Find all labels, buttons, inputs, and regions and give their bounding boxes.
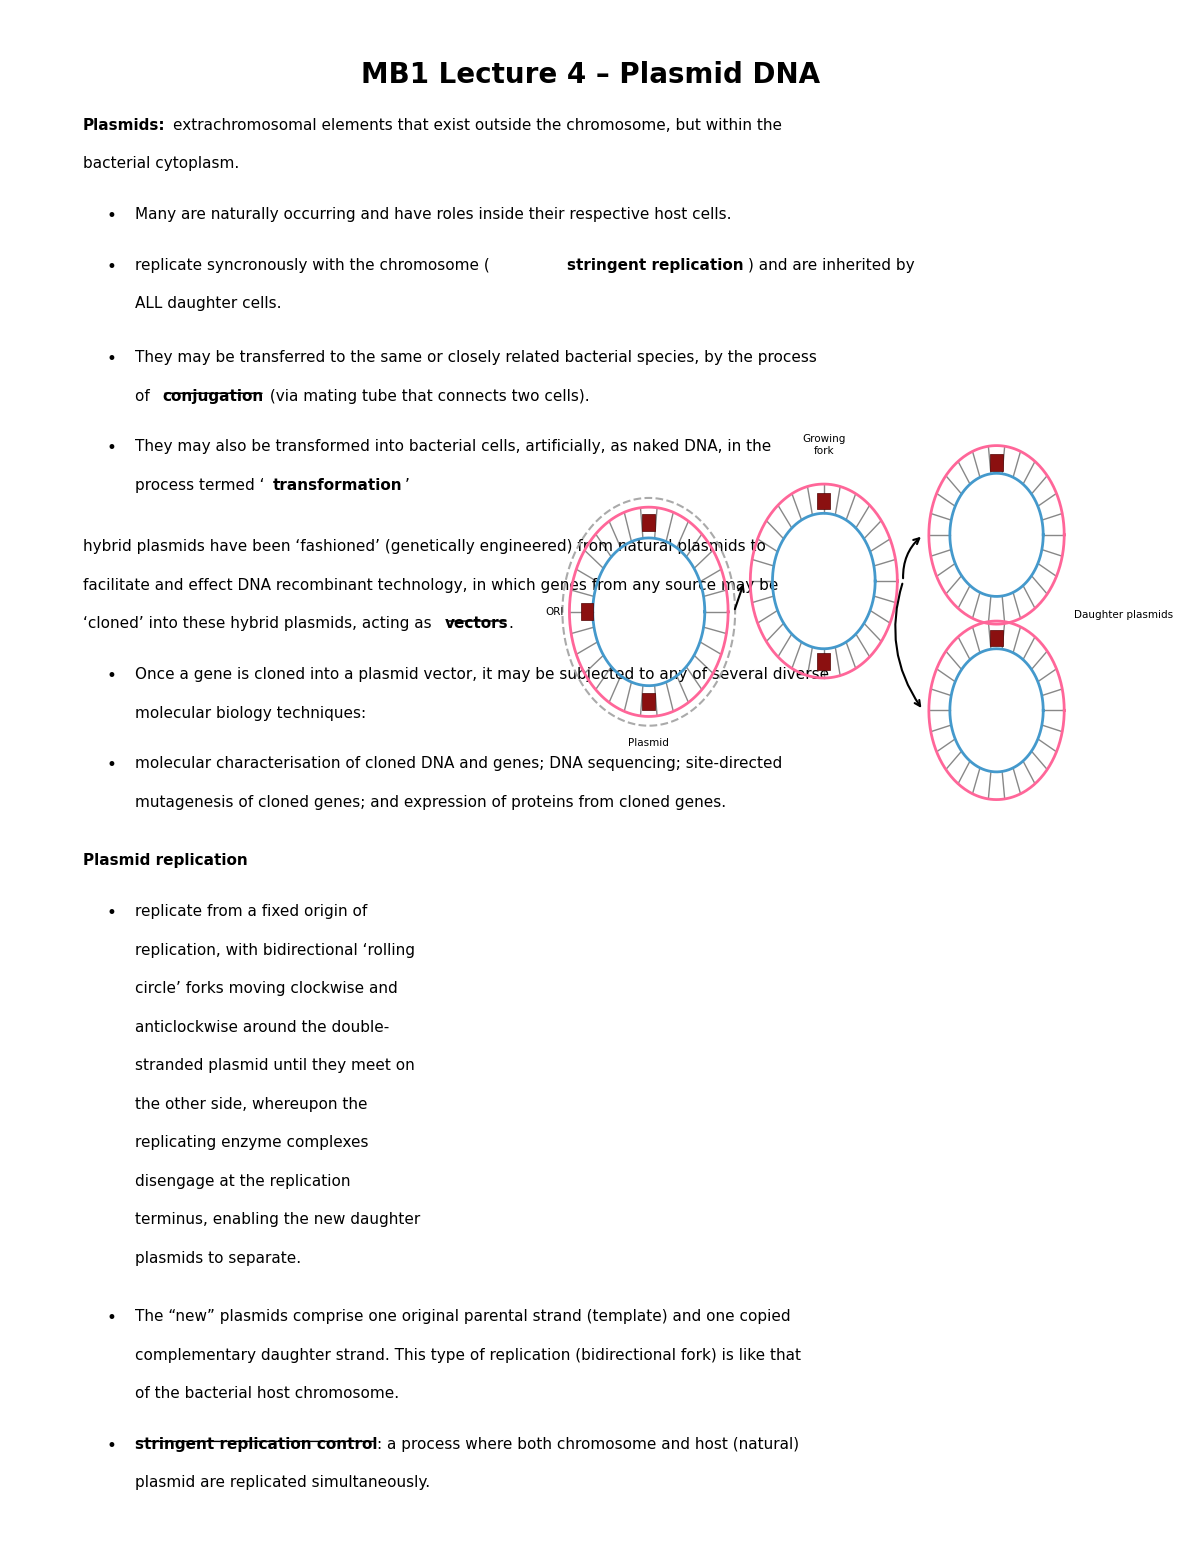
Text: complementary daughter strand. This type of replication (bidirectional fork) is : complementary daughter strand. This type… (136, 1348, 802, 1362)
Text: molecular characterisation of cloned DNA and genes; DNA sequencing; site-directe: molecular characterisation of cloned DNA… (136, 756, 782, 772)
Text: They may also be transformed into bacterial cells, artificially, as naked DNA, i: They may also be transformed into bacter… (136, 439, 772, 455)
Bar (642, 693, 655, 710)
Text: MB1 Lecture 4 – Plasmid DNA: MB1 Lecture 4 – Plasmid DNA (361, 61, 820, 89)
Text: the other side, whereupon the: the other side, whereupon the (136, 1096, 368, 1112)
Text: •: • (106, 207, 116, 225)
Text: •: • (106, 756, 116, 775)
Text: process termed ‘: process termed ‘ (136, 478, 265, 492)
Text: disengage at the replication: disengage at the replication (136, 1174, 350, 1188)
Text: •: • (106, 439, 116, 458)
Bar (817, 492, 830, 509)
Text: extrachromosomal elements that exist outside the chromosome, but within the: extrachromosomal elements that exist out… (173, 118, 781, 132)
Text: Growing
fork: Growing fork (802, 433, 846, 457)
Text: vectors: vectors (444, 617, 508, 632)
Text: ORI: ORI (545, 607, 564, 617)
Text: (via mating tube that connects two cells).: (via mating tube that connects two cells… (265, 388, 589, 404)
Text: •: • (106, 668, 116, 685)
Text: replication, with bidirectional ‘rolling: replication, with bidirectional ‘rolling (136, 943, 415, 958)
Text: of the bacterial host chromosome.: of the bacterial host chromosome. (136, 1385, 400, 1401)
Text: ‘cloned’ into these hybrid plasmids, acting as: ‘cloned’ into these hybrid plasmids, act… (83, 617, 437, 632)
Text: mutagenesis of cloned genes; and expression of proteins from cloned genes.: mutagenesis of cloned genes; and express… (136, 795, 726, 811)
Text: plasmid are replicated simultaneously.: plasmid are replicated simultaneously. (136, 1475, 431, 1491)
Text: conjugation: conjugation (162, 388, 264, 404)
Text: •: • (106, 1437, 116, 1455)
Text: molecular biology techniques:: molecular biology techniques: (136, 705, 366, 721)
Text: Many are naturally occurring and have roles inside their respective host cells.: Many are naturally occurring and have ro… (136, 207, 732, 222)
Text: •: • (106, 258, 116, 276)
Text: Plasmids:: Plasmids: (83, 118, 166, 132)
Text: bacterial cytoplasm.: bacterial cytoplasm. (83, 157, 239, 171)
Text: transformation: transformation (274, 478, 403, 492)
Text: of: of (136, 388, 155, 404)
Text: circle’ forks moving clockwise and: circle’ forks moving clockwise and (136, 981, 398, 995)
Text: stranded plasmid until they meet on: stranded plasmid until they meet on (136, 1058, 415, 1073)
Text: replicate from a fixed origin of: replicate from a fixed origin of (136, 904, 367, 919)
Text: They may be transferred to the same or closely related bacterial species, by the: They may be transferred to the same or c… (136, 349, 817, 365)
Text: •: • (106, 1309, 116, 1326)
Text: ’: ’ (404, 478, 409, 492)
Bar (642, 514, 655, 531)
Text: ) and are inherited by: ) and are inherited by (748, 258, 914, 273)
Bar (581, 604, 593, 620)
Text: .: . (509, 617, 514, 632)
Bar (817, 652, 830, 669)
Text: plasmids to separate.: plasmids to separate. (136, 1250, 301, 1266)
Text: Daughter plasmids: Daughter plasmids (1074, 610, 1172, 620)
Bar (990, 629, 1003, 646)
Text: anticlockwise around the double-: anticlockwise around the double- (136, 1020, 390, 1034)
Text: hybrid plasmids have been ‘fashioned’ (genetically engineered) from natural plas: hybrid plasmids have been ‘fashioned’ (g… (83, 539, 766, 554)
Text: ALL daughter cells.: ALL daughter cells. (136, 297, 282, 311)
Text: stringent replication control: stringent replication control (136, 1437, 378, 1452)
Text: replicate syncronously with the chromosome (: replicate syncronously with the chromoso… (136, 258, 490, 273)
Text: •: • (106, 904, 116, 922)
Text: The “new” plasmids comprise one original parental strand (template) and one copi: The “new” plasmids comprise one original… (136, 1309, 791, 1325)
Text: stringent replication: stringent replication (568, 258, 744, 273)
Bar (990, 453, 1003, 471)
Text: Plasmid: Plasmid (629, 738, 670, 749)
Text: •: • (106, 349, 116, 368)
Text: terminus, enabling the new daughter: terminus, enabling the new daughter (136, 1211, 420, 1227)
Text: : a process where both chromosome and host (natural): : a process where both chromosome and ho… (377, 1437, 799, 1452)
Text: Once a gene is cloned into a plasmid vector, it may be subjected to any of sever: Once a gene is cloned into a plasmid vec… (136, 668, 829, 682)
Text: facilitate and effect DNA recombinant technology, in which genes from any source: facilitate and effect DNA recombinant te… (83, 578, 778, 593)
Text: replicating enzyme complexes: replicating enzyme complexes (136, 1135, 368, 1151)
Text: Plasmid replication: Plasmid replication (83, 854, 247, 868)
